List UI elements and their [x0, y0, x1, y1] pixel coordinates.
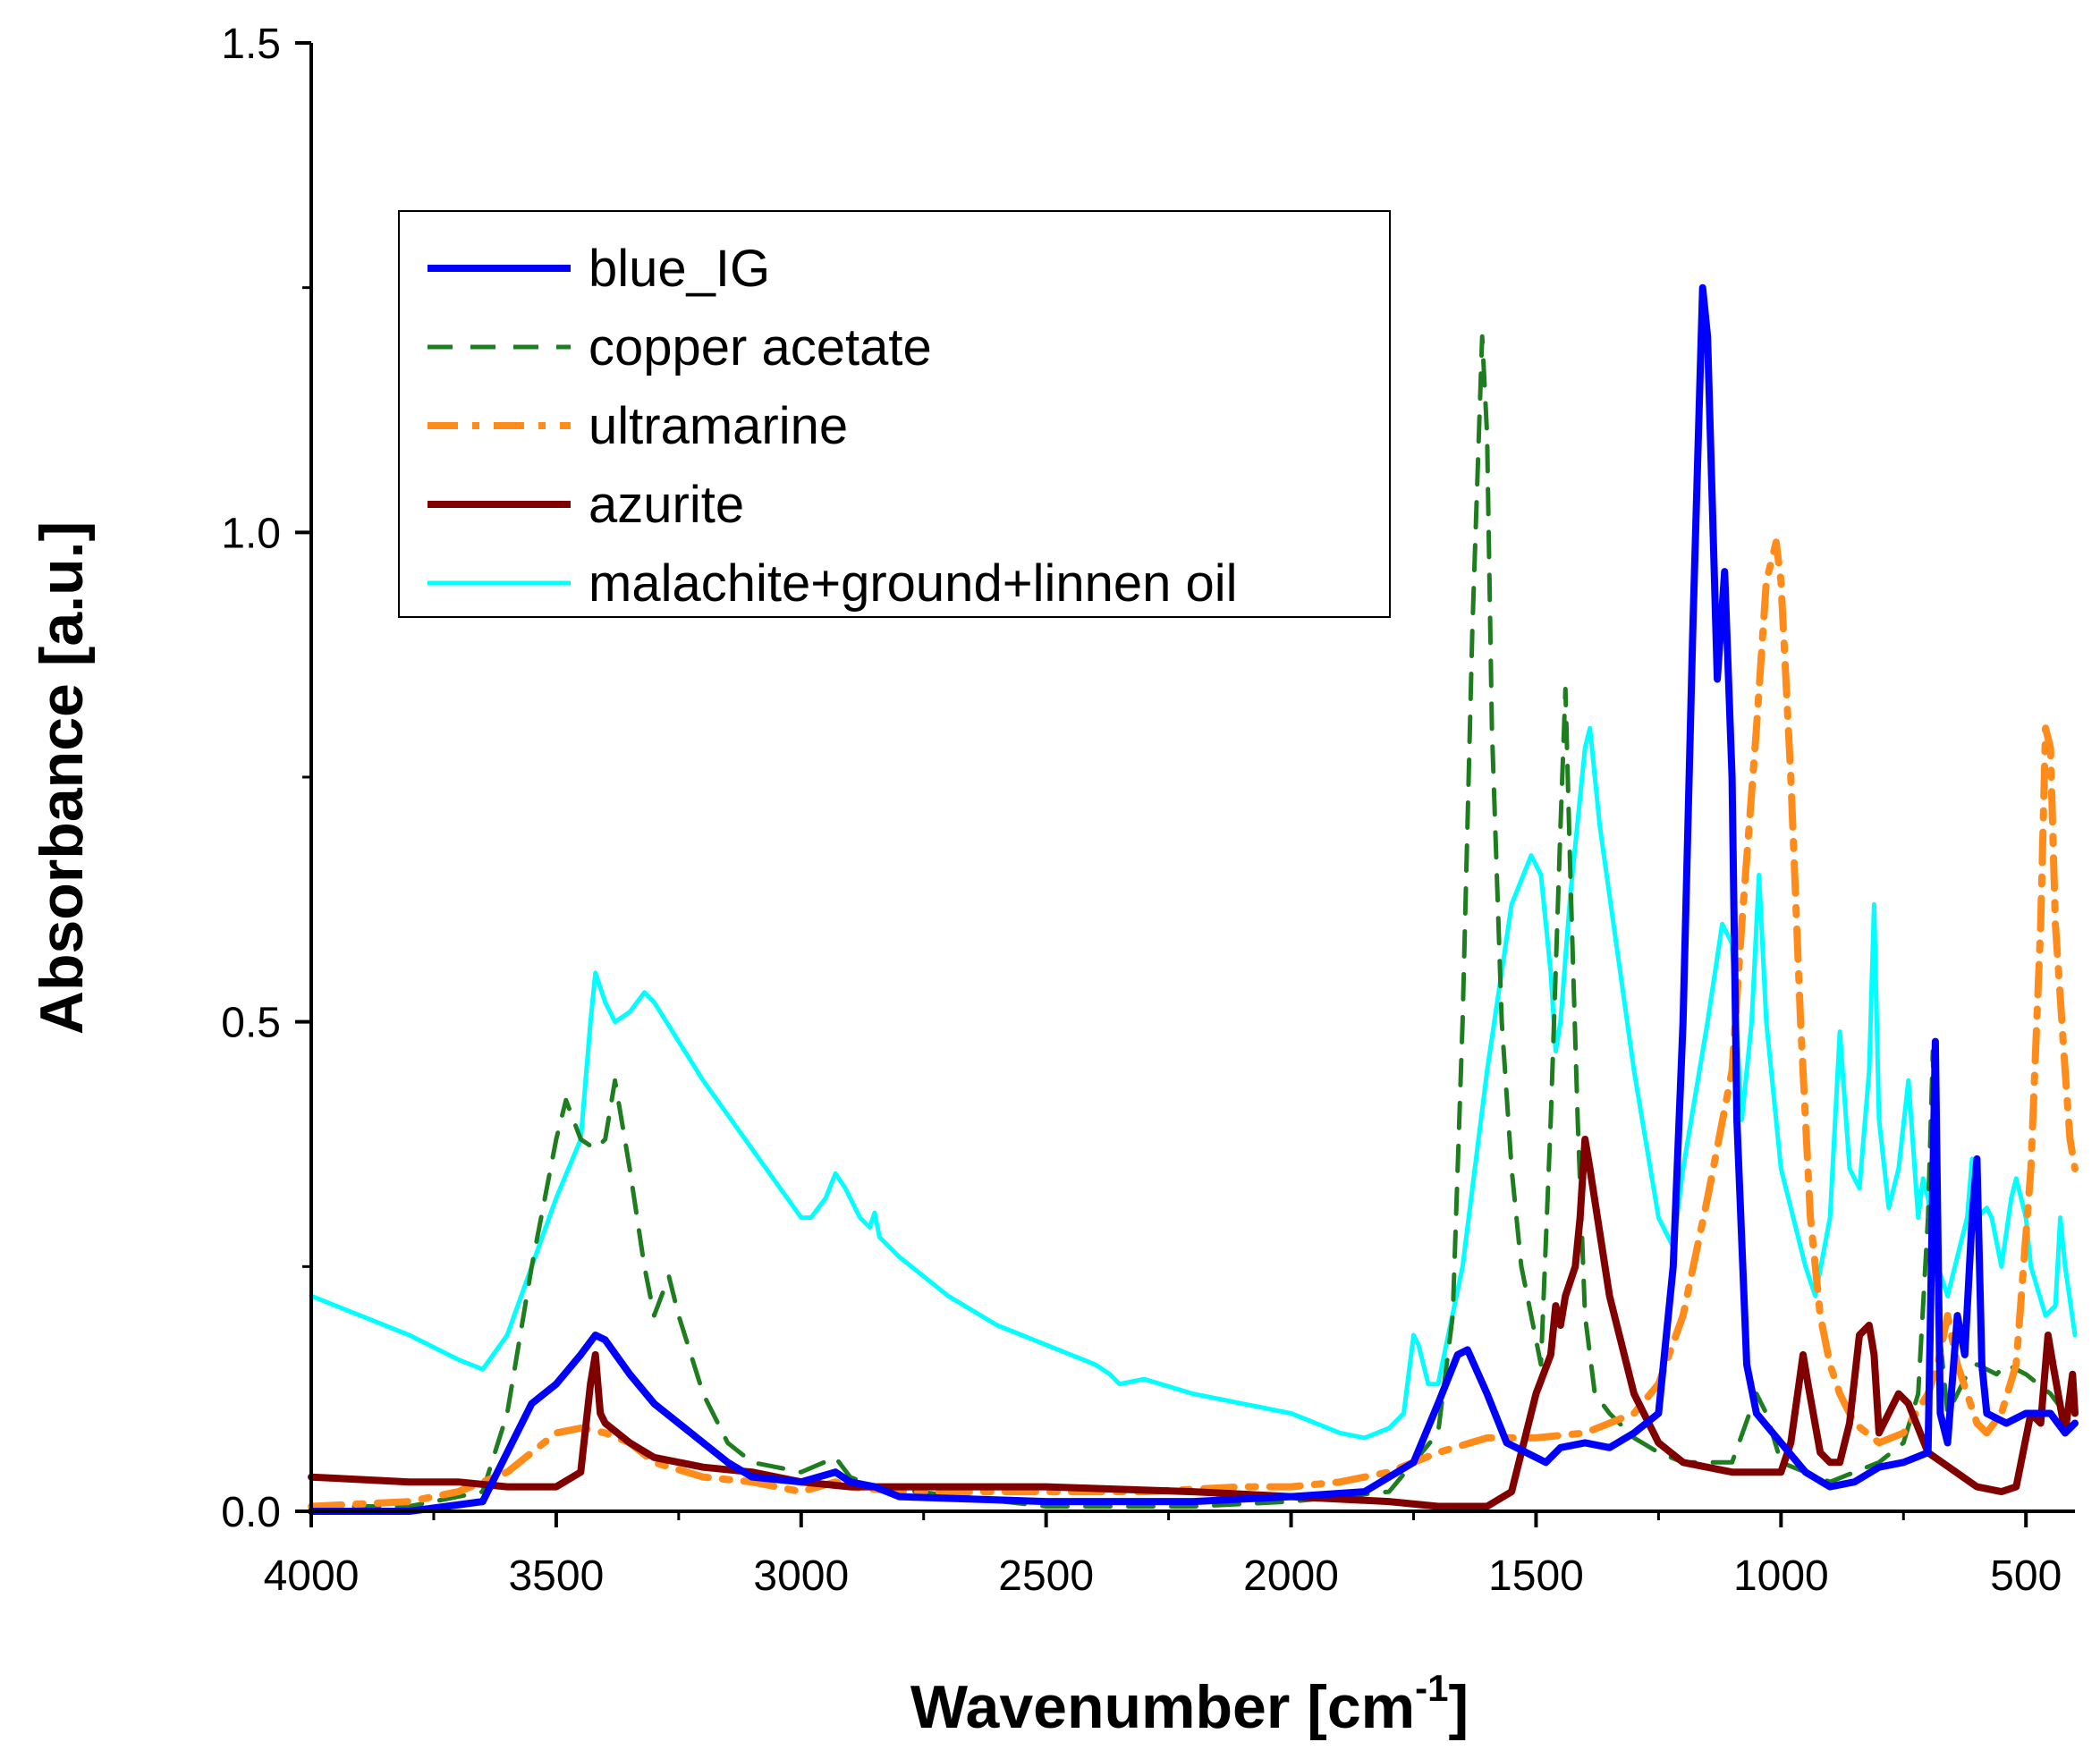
series-lines — [308, 283, 2079, 1515]
legend-label: copper acetate — [589, 318, 932, 376]
x-tick-label: 1000 — [1733, 1552, 1829, 1600]
legend-label: azurite — [589, 476, 744, 534]
legend-label: ultramarine — [589, 397, 848, 455]
legend-box — [398, 210, 1391, 618]
legend-label: blue_IG — [589, 240, 770, 298]
x-tick-label: 1500 — [1488, 1552, 1584, 1600]
y-tick-label: 0.0 — [221, 1489, 281, 1536]
x-axis: 4000 3500 3000 2500 2000 1500 1000 500 — [264, 1510, 2075, 1600]
x-ticks: 4000 3500 3000 2500 2000 1500 1000 500 — [264, 1511, 2062, 1600]
x-axis-title: Wavenumber [cm-1] — [910, 1667, 1469, 1741]
x-axis-title-superscript: -1 — [1415, 1667, 1448, 1709]
y-axis-title: Absorbance [a.u.] — [28, 521, 96, 1035]
y-axis: 0.0 0.5 1.0 1.5 — [221, 21, 313, 1536]
x-tick-label: 2500 — [998, 1552, 1094, 1600]
series-line-azurite — [308, 1136, 2079, 1510]
y-tick-label: 1.0 — [221, 510, 281, 557]
x-tick-label: 4000 — [264, 1552, 360, 1600]
legend-label: malachite+ground+linnen oil — [589, 554, 1238, 613]
y-tick-label: 1.5 — [221, 21, 281, 68]
x-axis-title-end: ] — [1449, 1673, 1469, 1741]
x-tick-label: 3000 — [753, 1552, 849, 1600]
x-tick-label: 2000 — [1243, 1552, 1339, 1600]
series-line-blue-ig — [308, 283, 2079, 1515]
x-tick-label: 3500 — [508, 1552, 604, 1600]
x-tick-label: 500 — [1990, 1552, 2062, 1600]
y-ticks: 0.0 0.5 1.0 1.5 — [221, 21, 311, 1536]
x-axis-title-main: Wavenumber [cm — [910, 1673, 1415, 1741]
series-line-copper-acetate — [309, 334, 2078, 1509]
y-tick-label: 0.5 — [221, 1000, 281, 1047]
